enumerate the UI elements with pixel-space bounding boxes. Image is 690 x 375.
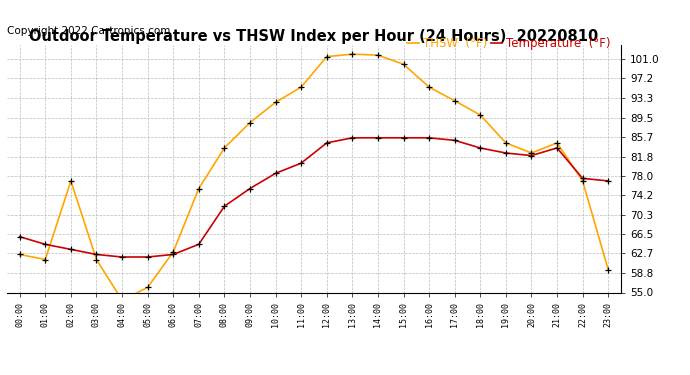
Legend: THSW  (°F), Temperature  (°F): THSW (°F), Temperature (°F): [403, 32, 615, 55]
Title: Outdoor Temperature vs THSW Index per Hour (24 Hours)  20220810: Outdoor Temperature vs THSW Index per Ho…: [29, 29, 599, 44]
Text: Copyright 2022 Cartronics.com: Copyright 2022 Cartronics.com: [7, 26, 170, 36]
